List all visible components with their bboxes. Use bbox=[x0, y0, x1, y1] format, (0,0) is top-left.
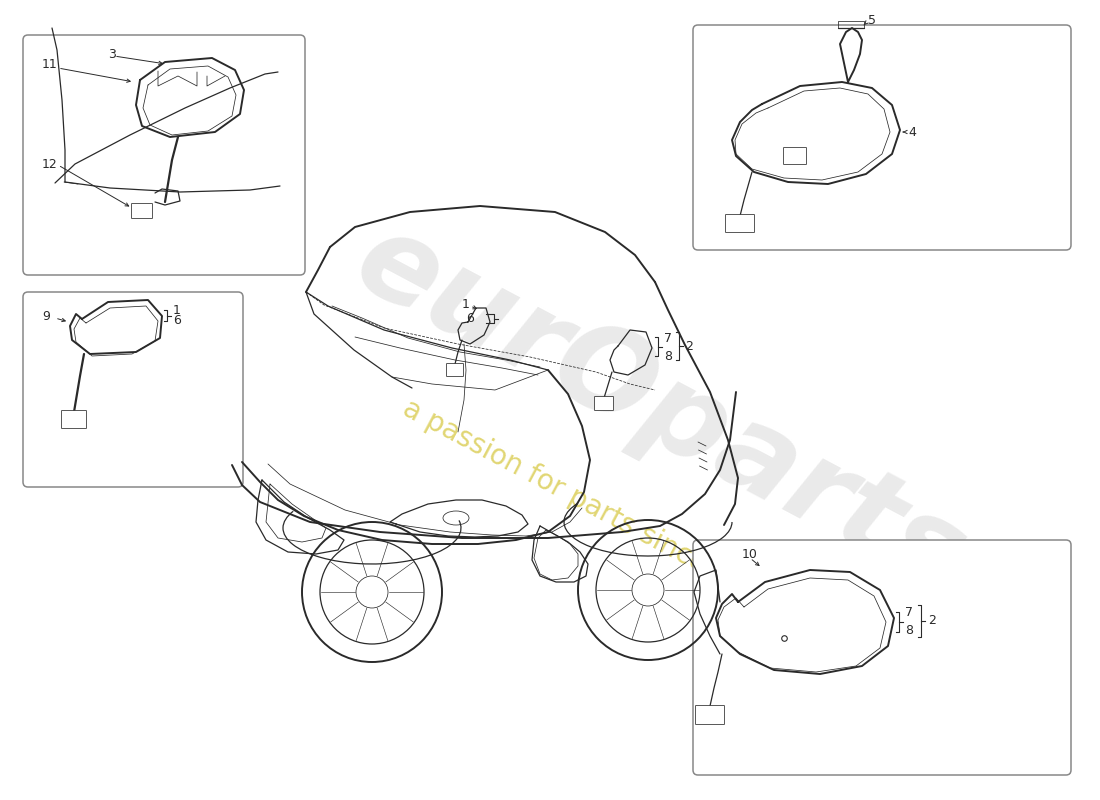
Text: 6: 6 bbox=[466, 313, 474, 326]
FancyBboxPatch shape bbox=[594, 397, 614, 410]
Text: 9: 9 bbox=[42, 310, 50, 323]
Text: 2: 2 bbox=[685, 339, 693, 353]
Text: 8: 8 bbox=[664, 350, 672, 362]
Text: 7: 7 bbox=[905, 606, 913, 618]
Text: 8: 8 bbox=[905, 625, 913, 638]
FancyBboxPatch shape bbox=[23, 35, 305, 275]
Text: a passion for parts since 1985: a passion for parts since 1985 bbox=[398, 394, 782, 616]
Text: 7: 7 bbox=[664, 331, 672, 345]
Text: 3: 3 bbox=[108, 47, 115, 61]
FancyBboxPatch shape bbox=[695, 706, 725, 725]
Text: eurOparts: eurOparts bbox=[337, 202, 983, 618]
Text: 12: 12 bbox=[42, 158, 57, 171]
FancyBboxPatch shape bbox=[23, 292, 243, 487]
Text: 4: 4 bbox=[908, 126, 916, 138]
Text: 10: 10 bbox=[742, 549, 758, 562]
Text: 11: 11 bbox=[42, 58, 57, 71]
Text: 2: 2 bbox=[928, 614, 936, 626]
FancyBboxPatch shape bbox=[132, 203, 153, 218]
FancyBboxPatch shape bbox=[693, 540, 1071, 775]
Text: 1: 1 bbox=[462, 298, 470, 310]
FancyBboxPatch shape bbox=[447, 363, 463, 377]
Text: 5: 5 bbox=[868, 14, 876, 26]
Text: 1: 1 bbox=[173, 303, 180, 317]
Text: 6: 6 bbox=[173, 314, 180, 327]
FancyBboxPatch shape bbox=[62, 410, 87, 429]
FancyBboxPatch shape bbox=[693, 25, 1071, 250]
FancyBboxPatch shape bbox=[783, 147, 806, 165]
FancyBboxPatch shape bbox=[726, 214, 755, 233]
